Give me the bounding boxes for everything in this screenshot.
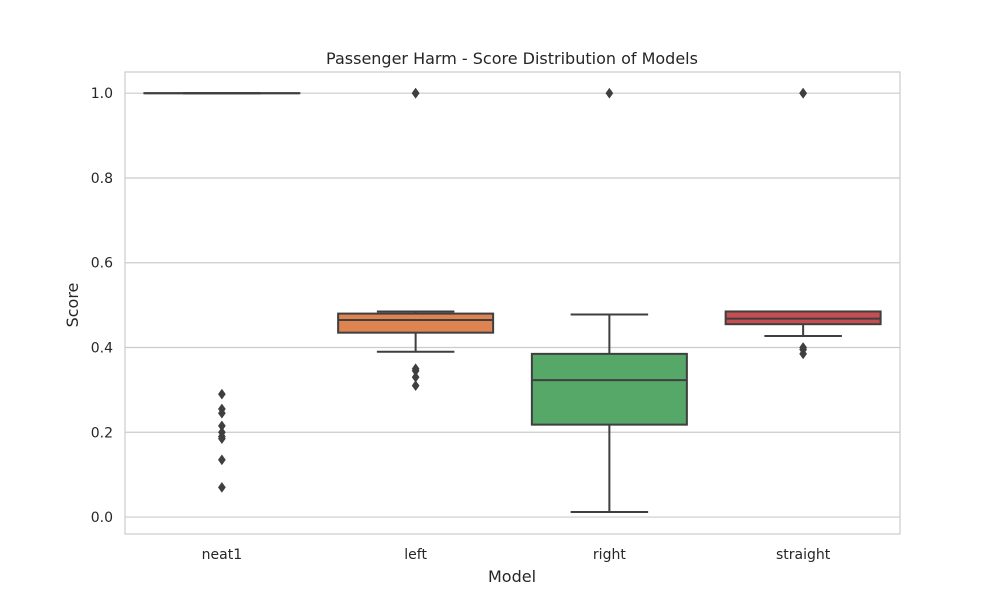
x-tick-label: neat1 bbox=[202, 547, 242, 563]
outlier-point bbox=[799, 348, 808, 360]
outlier-point bbox=[217, 407, 226, 419]
box-neat1 bbox=[143, 92, 301, 493]
y-tick-label: 0.0 bbox=[91, 510, 113, 526]
box-left bbox=[337, 87, 495, 392]
y-axis-label: Score bbox=[63, 283, 82, 328]
box-straight bbox=[724, 87, 882, 360]
box-right bbox=[530, 87, 688, 513]
outlier-point bbox=[217, 481, 226, 493]
outlier-point bbox=[799, 87, 808, 99]
x-axis-label: Model bbox=[488, 567, 536, 586]
chart-title: Passenger Harm - Score Distribution of M… bbox=[326, 49, 698, 68]
y-tick-label: 0.4 bbox=[91, 341, 113, 357]
outlier-point bbox=[605, 87, 614, 99]
grid-layer bbox=[125, 92, 900, 518]
box-iqr bbox=[530, 352, 688, 426]
outlier-point bbox=[411, 87, 420, 99]
y-tick-label: 1.0 bbox=[91, 86, 113, 102]
outlier-point bbox=[411, 380, 420, 392]
outlier-point bbox=[217, 433, 226, 445]
x-tick-labels: neat1 left right straight bbox=[202, 547, 831, 563]
y-tick-label: 0.2 bbox=[91, 425, 113, 441]
y-tick-label: 0.8 bbox=[91, 171, 113, 187]
x-tick-label: left bbox=[404, 547, 427, 563]
y-tick-label: 0.6 bbox=[91, 256, 113, 272]
box-iqr bbox=[337, 312, 495, 334]
x-tick-label: right bbox=[593, 547, 626, 563]
box-layer bbox=[143, 87, 882, 513]
plot-frame bbox=[124, 71, 901, 535]
outlier-point bbox=[217, 454, 226, 466]
outlier-point bbox=[217, 388, 226, 400]
x-tick-label: straight bbox=[776, 547, 831, 563]
y-tick-labels: 0.0 0.2 0.4 0.6 0.8 1.0 bbox=[91, 86, 113, 526]
